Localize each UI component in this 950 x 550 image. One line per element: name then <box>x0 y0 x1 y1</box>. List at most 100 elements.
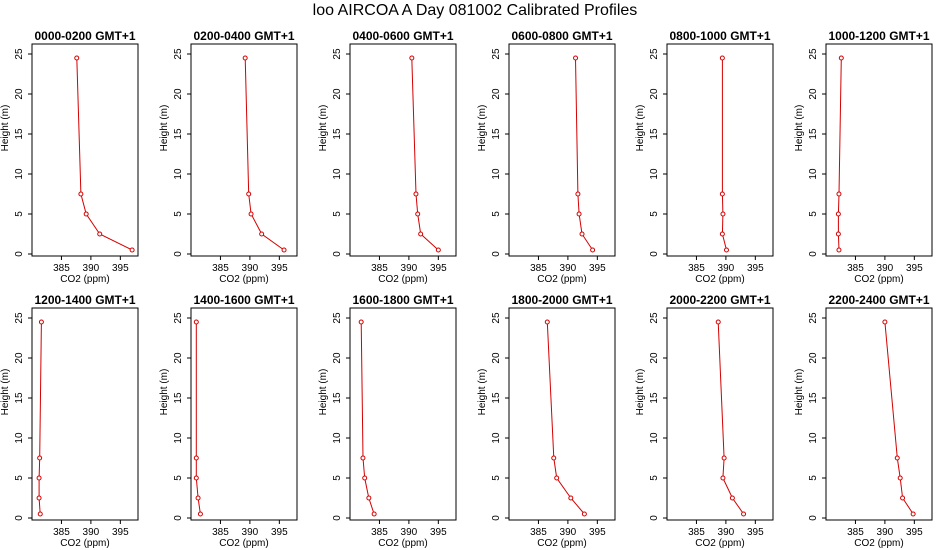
y-tick-label: 25 <box>808 48 819 60</box>
data-point <box>719 231 725 237</box>
y-tick-label: 10 <box>173 432 184 444</box>
y-tick-label: 25 <box>173 312 184 324</box>
data-point <box>360 455 366 461</box>
y-axis-label: Height (m) <box>794 105 805 152</box>
chart-panel-2: 0200-0400 GMT+1 0 5 10 15 20 25 Height (m) 385 39… <box>159 29 298 285</box>
y-tick-label: 5 <box>808 475 819 481</box>
data-point <box>836 191 842 197</box>
panel-title: 1800-2000 GMT+1 <box>511 293 612 307</box>
profile-line <box>76 57 133 251</box>
y-tick-label: 25 <box>649 312 660 324</box>
data-point <box>882 319 888 325</box>
y-tick-label: 0 <box>173 251 184 257</box>
x-tick-label: 385 <box>53 263 70 274</box>
data-point <box>719 55 725 61</box>
y-tick-label: 25 <box>173 48 184 60</box>
data-point <box>366 495 372 501</box>
x-tick-label: 390 <box>401 263 418 274</box>
y-tick-label: 15 <box>491 392 502 404</box>
chart-panel-9: 1600-1800 GMT+1 0 5 10 15 20 25 Height (m) 385 39… <box>318 293 457 549</box>
data-point <box>193 319 199 325</box>
x-tick-label: 395 <box>430 263 447 274</box>
data-point <box>741 511 747 517</box>
y-tick-label: 5 <box>649 211 660 217</box>
y-tick-label: 0 <box>14 251 25 257</box>
x-tick-label: 385 <box>847 527 864 538</box>
data-point <box>715 319 721 325</box>
x-tick-label: 385 <box>688 527 705 538</box>
x-axis-label: CO2 (ppm) <box>695 274 744 285</box>
y-tick-label: 0 <box>173 515 184 521</box>
panel-title: 2000-2200 GMT+1 <box>669 293 770 307</box>
y-tick-label: 0 <box>491 251 502 257</box>
x-tick-label: 385 <box>371 527 388 538</box>
y-axis-label: Height (m) <box>794 369 805 416</box>
y-tick-label: 0 <box>649 251 660 257</box>
data-point <box>720 211 726 217</box>
data-point <box>897 475 903 481</box>
y-tick-label: 10 <box>491 432 502 444</box>
data-point <box>568 495 574 501</box>
x-tick-label: 395 <box>589 527 606 538</box>
y-tick-label: 0 <box>808 251 819 257</box>
data-point <box>83 211 89 217</box>
x-tick-label: 385 <box>530 527 547 538</box>
data-point <box>835 211 841 217</box>
plot-frame <box>190 307 298 521</box>
y-tick-label: 10 <box>649 168 660 180</box>
x-tick-label: 390 <box>83 263 100 274</box>
y-tick-label: 15 <box>808 128 819 140</box>
y-tick-label: 10 <box>173 168 184 180</box>
data-point <box>38 319 44 325</box>
panel-title: 1000-1200 GMT+1 <box>828 29 929 43</box>
panel-title: 0200-0400 GMT+1 <box>193 29 294 43</box>
y-tick-label: 25 <box>332 312 343 324</box>
x-tick-label: 390 <box>877 527 894 538</box>
data-point <box>74 55 80 61</box>
data-point <box>551 455 557 461</box>
x-tick-label: 395 <box>430 527 447 538</box>
data-point <box>37 511 43 517</box>
x-axis-label: CO2 (ppm) <box>854 274 903 285</box>
x-tick-label: 385 <box>371 263 388 274</box>
data-point <box>590 247 596 253</box>
x-axis-label: CO2 (ppm) <box>60 538 109 549</box>
x-tick-label: 390 <box>718 263 735 274</box>
y-tick-label: 0 <box>332 251 343 257</box>
x-axis-label: CO2 (ppm) <box>219 538 268 549</box>
profile-line <box>721 58 727 251</box>
y-tick-label: 10 <box>332 432 343 444</box>
y-tick-label: 10 <box>808 432 819 444</box>
profile-line <box>195 322 201 515</box>
x-axis-label: CO2 (ppm) <box>854 538 903 549</box>
x-tick-label: 395 <box>112 527 129 538</box>
y-tick-label: 20 <box>491 352 502 364</box>
y-tick-label: 15 <box>491 128 502 140</box>
profile-line <box>717 321 745 515</box>
x-tick-label: 395 <box>112 263 129 274</box>
x-tick-label: 385 <box>53 527 70 538</box>
plot-frame <box>349 307 457 521</box>
x-tick-label: 395 <box>747 263 764 274</box>
y-tick-label: 20 <box>332 88 343 100</box>
y-tick-label: 25 <box>14 48 25 60</box>
data-point <box>78 191 84 197</box>
data-point <box>554 475 560 481</box>
y-tick-label: 5 <box>649 475 660 481</box>
panel-title: 0000-0200 GMT+1 <box>34 29 135 43</box>
y-tick-label: 5 <box>332 211 343 217</box>
y-tick-label: 15 <box>808 392 819 404</box>
plot-frame <box>666 307 774 521</box>
y-axis-label: Height (m) <box>0 105 11 152</box>
y-tick-label: 5 <box>173 475 184 481</box>
y-tick-label: 0 <box>491 515 502 521</box>
chart-panel-8: 1400-1600 GMT+1 0 5 10 15 20 25 Height (m) 385 39… <box>159 293 298 549</box>
data-point <box>129 247 135 253</box>
data-point <box>576 211 582 217</box>
x-tick-label: 395 <box>589 263 606 274</box>
x-axis-label: CO2 (ppm) <box>60 274 109 285</box>
data-point <box>37 455 43 461</box>
y-tick-label: 25 <box>14 312 25 324</box>
chart-panel-3: 0400-0600 GMT+1 0 5 10 15 20 25 Height (m) 385 39… <box>318 29 457 285</box>
y-tick-label: 5 <box>14 211 25 217</box>
